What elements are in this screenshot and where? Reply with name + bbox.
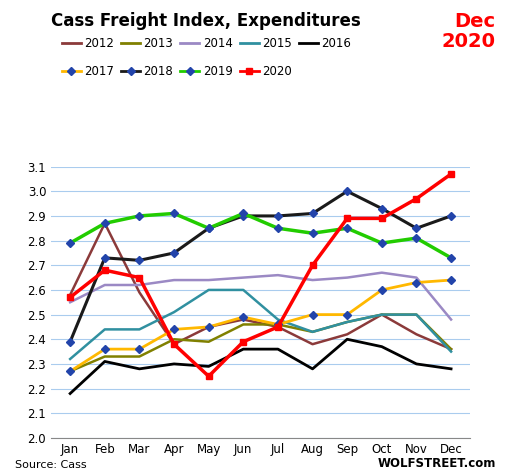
Text: Source: Cass: Source: Cass	[15, 460, 87, 470]
Legend: 2012, 2013, 2014, 2015, 2016: 2012, 2013, 2014, 2015, 2016	[57, 32, 356, 55]
Text: Cass Freight Index, Expenditures: Cass Freight Index, Expenditures	[51, 12, 361, 30]
Legend: 2017, 2018, 2019, 2020: 2017, 2018, 2019, 2020	[57, 60, 297, 83]
Text: WOLFSTREET.com: WOLFSTREET.com	[377, 457, 496, 470]
Text: Dec
2020: Dec 2020	[442, 12, 496, 51]
